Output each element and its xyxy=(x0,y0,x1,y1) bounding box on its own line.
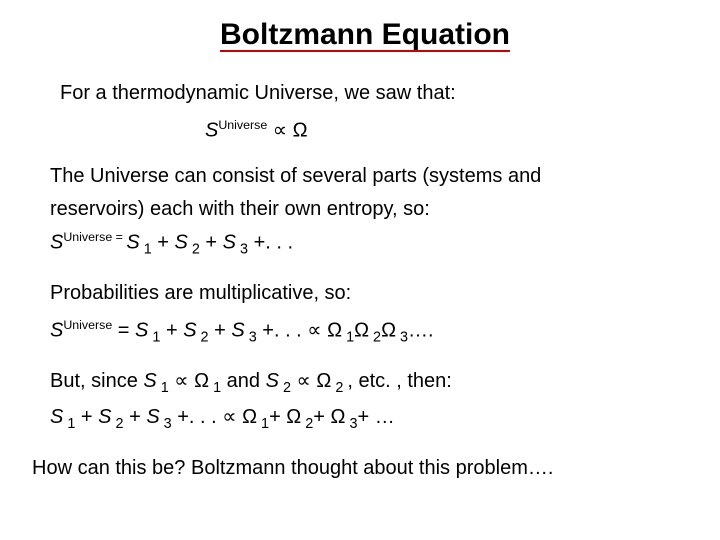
eq2-s1: S xyxy=(126,231,139,253)
l4a-s2: S xyxy=(266,370,279,392)
eq3-eq: = xyxy=(112,319,135,341)
eq3-o1sub: 1 xyxy=(342,329,354,345)
eq3-p2: + xyxy=(209,319,232,341)
eq1-s: S xyxy=(205,120,218,142)
l4a-m1: ∝ Ω xyxy=(169,370,209,392)
eq2-sup: Universe = xyxy=(63,230,126,244)
eq3-mid: +. . . ∝ Ω xyxy=(257,319,342,341)
eq3-o3sub: 3 xyxy=(396,329,408,345)
l4b-po3: + Ω xyxy=(313,406,345,428)
l4b-s1: S xyxy=(50,406,63,428)
l4a-s1: S xyxy=(143,370,156,392)
eq3-s2sub: 2 xyxy=(197,329,209,345)
eq3-tail: …. xyxy=(408,319,434,341)
l4a-m2: ∝ Ω xyxy=(291,370,331,392)
l4a-o1sub: 1 xyxy=(209,380,221,396)
equation-2: SUniverse = S 1 + S 2 + S 3 +. . . xyxy=(50,229,680,260)
eq3-s1: S xyxy=(135,319,148,341)
paragraph-2a: The Universe can consist of several part… xyxy=(50,163,680,190)
eq3-s3sub: 3 xyxy=(245,329,257,345)
eq2-s: S xyxy=(50,231,63,253)
eq2-p1: + xyxy=(152,231,175,253)
l4b-s1sub: 1 xyxy=(63,416,75,432)
l4b-o1sub: 1 xyxy=(257,416,269,432)
paragraph-3: Probabilities are multiplicative, so: xyxy=(50,280,680,307)
eq2-s3sub: 3 xyxy=(236,241,248,257)
l4a-s1sub: 1 xyxy=(157,380,169,396)
slide-container: Boltzmann Equation For a thermodynamic U… xyxy=(0,0,720,508)
l4b-p2: + xyxy=(124,406,147,428)
eq3-s: S xyxy=(50,319,63,341)
eq3-p1: + xyxy=(160,319,183,341)
l4b-o2sub: 2 xyxy=(301,416,313,432)
l4b-tail: + … xyxy=(357,406,394,428)
l4b-s2sub: 2 xyxy=(112,416,124,432)
l4b-p1: + xyxy=(75,406,98,428)
eq1-rest: ∝ Ω xyxy=(267,120,307,142)
eq1-sup: Universe xyxy=(218,118,267,132)
eq3-o2: Ω xyxy=(354,319,369,341)
eq3-s2: S xyxy=(183,319,196,341)
equation-1: SUniverse ∝ Ω xyxy=(205,117,680,145)
eq2-s2sub: 2 xyxy=(188,241,200,257)
l4a-and: and xyxy=(221,370,265,392)
l4b-po2: + Ω xyxy=(269,406,301,428)
l4a-s2sub: 2 xyxy=(279,380,291,396)
eq3-o3: Ω xyxy=(381,319,396,341)
eq2-tail: +. . . xyxy=(248,231,293,253)
closing-line: How can this be? Boltzmann thought about… xyxy=(32,455,680,482)
intro-line: For a thermodynamic Universe, we saw tha… xyxy=(60,80,680,107)
eq3-sup: Universe xyxy=(63,318,112,332)
line-4b: S 1 + S 2 + S 3 +. . . ∝ Ω 1+ Ω 2+ Ω 3+ … xyxy=(50,404,680,434)
l4a-pre: But, since xyxy=(50,370,143,392)
paragraph-2b: reservoirs) each with their own entropy,… xyxy=(50,196,680,223)
l4a-tail: , etc. , then: xyxy=(347,370,452,392)
l4b-mid: +. . . ∝ Ω xyxy=(172,406,257,428)
l4b-s2: S xyxy=(98,406,111,428)
eq2-s2: S xyxy=(175,231,188,253)
l4a-o2sub: 2 xyxy=(331,380,347,396)
l4b-s3: S xyxy=(146,406,159,428)
eq2-s1sub: 1 xyxy=(140,241,152,257)
eq3-s3: S xyxy=(231,319,244,341)
eq2-s3: S xyxy=(223,231,236,253)
l4b-o3sub: 3 xyxy=(345,416,357,432)
eq2-p2: + xyxy=(200,231,223,253)
slide-title: Boltzmann Equation xyxy=(50,18,680,52)
eq3-o2sub: 2 xyxy=(369,329,381,345)
equation-3: SUniverse = S 1 + S 2 + S 3 +. . . ∝ Ω 1… xyxy=(50,317,680,348)
eq3-s1sub: 1 xyxy=(148,329,160,345)
l4b-s3sub: 3 xyxy=(160,416,172,432)
line-4a: But, since S 1 ∝ Ω 1 and S 2 ∝ Ω 2 , etc… xyxy=(50,368,680,398)
